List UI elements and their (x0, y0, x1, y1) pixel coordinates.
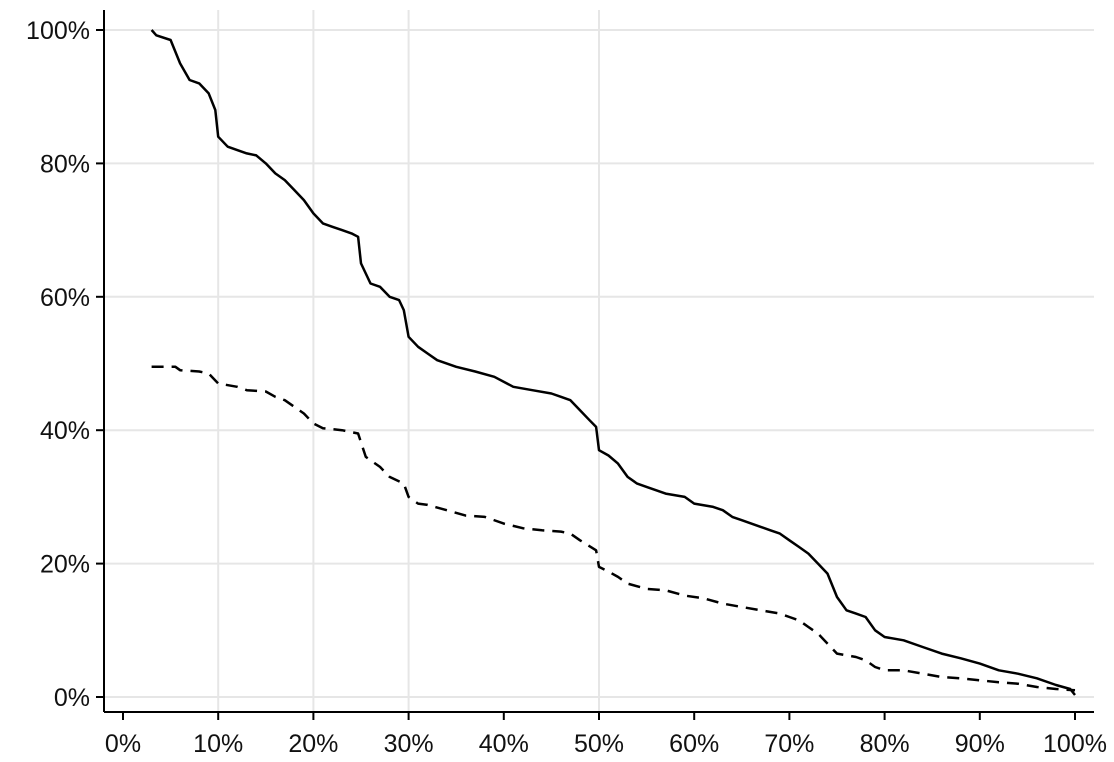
grid-layer (104, 10, 1094, 712)
label-layer: 0% 20% 40% 60% 80% 100% 0% 10% 20% 30% 40% 50% 60% 70… (26, 17, 1107, 758)
x-tick-label: 0% (105, 730, 141, 758)
x-tick-label: 80% (860, 730, 910, 758)
x-tick-label: 90% (955, 730, 1005, 758)
y-tick-label: 20% (40, 551, 90, 579)
x-tick-label: 10% (193, 730, 243, 758)
x-tick-label: 100% (1043, 730, 1107, 758)
x-tick-label: 60% (669, 730, 719, 758)
y-tick-label: 0% (54, 684, 90, 712)
dashed-series-line (151, 365, 1076, 692)
x-tick-label: 20% (288, 730, 338, 758)
y-tick-label: 40% (40, 417, 90, 445)
x-tick-label: 40% (479, 730, 529, 758)
axis-layer (96, 10, 1094, 720)
x-tick-label: 50% (574, 730, 624, 758)
y-tick-label: 60% (40, 284, 90, 312)
x-tick-label: 30% (384, 730, 434, 758)
y-tick-label: 80% (40, 150, 90, 178)
solid-series-line (150, 29, 1076, 696)
y-tick-label: 100% (26, 17, 90, 45)
x-tick-label: 70% (764, 730, 814, 758)
series-layer (150, 29, 1076, 696)
